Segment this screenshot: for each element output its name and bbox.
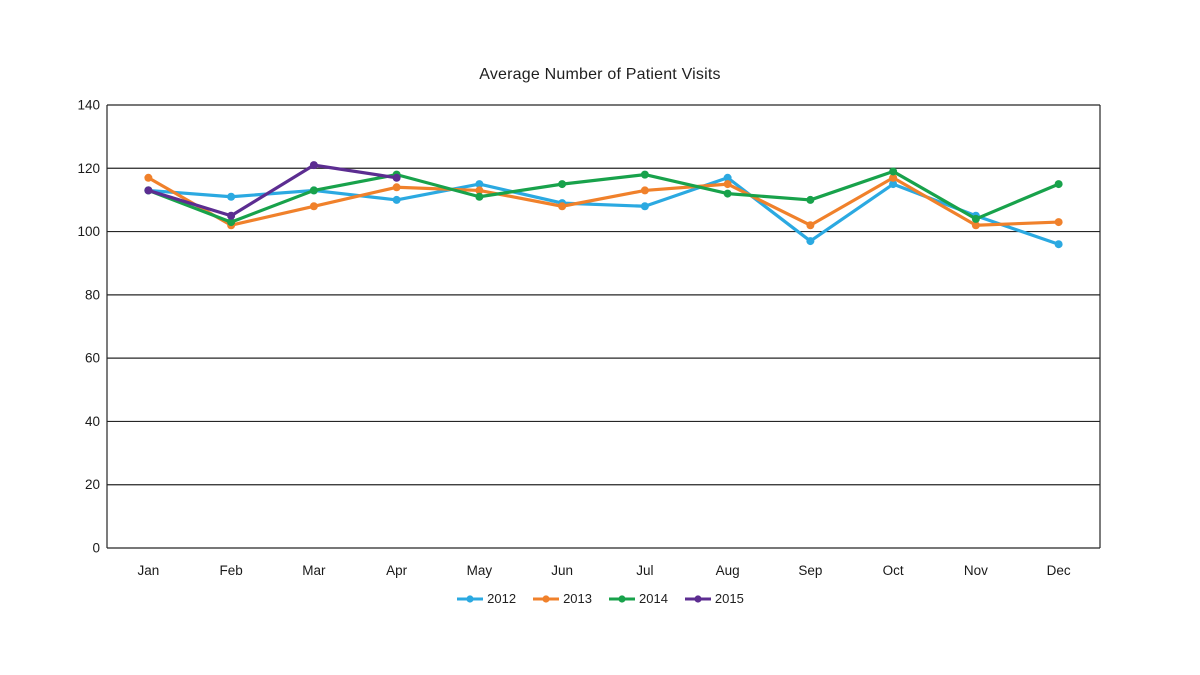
- legend-label-2014: 2014: [639, 591, 668, 606]
- data-point-2015: [392, 173, 401, 182]
- y-axis-tick-label: 40: [85, 414, 100, 429]
- data-point-2013: [309, 202, 318, 211]
- chart-title: Average Number of Patient Visits: [479, 66, 721, 83]
- x-axis-label-oct: Oct: [883, 563, 904, 578]
- data-point-2014: [558, 180, 567, 189]
- legend-dot: [618, 594, 626, 603]
- legend-label-2012: 2012: [487, 591, 517, 606]
- data-point-2014: [1054, 180, 1063, 189]
- data-point-2014: [309, 186, 318, 195]
- legend-marker-2014: [609, 594, 635, 603]
- x-axis-label-jan: Jan: [137, 563, 159, 578]
- data-point-2015: [144, 186, 153, 195]
- legend-label-2013: 2013: [563, 591, 592, 606]
- data-point-2013: [392, 183, 401, 192]
- data-point-2013: [723, 180, 732, 189]
- legend-item-2013: 2013: [532, 591, 592, 606]
- y-axis-tick-label: 0: [92, 541, 100, 556]
- data-point-2014: [723, 189, 732, 198]
- data-point-2014: [971, 214, 980, 223]
- data-point-2012: [227, 192, 236, 201]
- series-line-2013: [146, 176, 1061, 227]
- x-axis-label-mar: Mar: [302, 563, 326, 578]
- data-point-2012: [723, 173, 732, 182]
- data-point-2013: [640, 186, 649, 195]
- data-point-2013: [971, 221, 980, 230]
- data-point-2014: [475, 192, 484, 201]
- y-axis-tick-label: 60: [85, 351, 100, 366]
- y-axis-tick-label: 20: [85, 477, 100, 492]
- data-point-2013: [889, 173, 898, 182]
- data-point-2013: [144, 173, 153, 182]
- legend-item-2012: 2012: [456, 591, 516, 606]
- data-point-2015: [309, 161, 318, 170]
- data-point-2012: [475, 180, 484, 189]
- legend-label-2015: 2015: [714, 591, 744, 606]
- series-line-2014: [146, 169, 1061, 224]
- y-axis-tick-label: 80: [85, 287, 100, 302]
- legend-item-2015: 2015: [684, 591, 744, 606]
- data-point-2014: [640, 170, 649, 179]
- data-point-2015: [227, 211, 236, 220]
- legend-dot: [542, 594, 550, 603]
- legend-marker-2015: [684, 594, 711, 603]
- data-point-2012: [640, 202, 649, 211]
- legend-marker-2012: [457, 594, 484, 603]
- y-axis-tick-label: 100: [77, 224, 100, 239]
- x-axis-label-may: May: [467, 563, 493, 578]
- data-point-2012: [392, 195, 401, 204]
- legend-marker-2013: [533, 594, 560, 603]
- x-axis-label-apr: Apr: [386, 563, 408, 578]
- y-axis-tick-label: 120: [77, 161, 100, 176]
- legend-dot: [466, 594, 474, 603]
- data-point-2013: [558, 202, 567, 211]
- legend-item-2014: 2014: [608, 591, 668, 606]
- series-line-2012: [146, 176, 1061, 246]
- chart-legend: 2012 2013 2014 2015: [0, 591, 1200, 606]
- data-point-2013: [806, 221, 815, 230]
- data-point-2014: [889, 167, 898, 176]
- x-axis-label-feb: Feb: [219, 563, 242, 578]
- x-axis-label-jul: Jul: [636, 563, 653, 578]
- data-point-2014: [806, 195, 815, 204]
- x-axis-label-dec: Dec: [1047, 563, 1071, 578]
- data-point-2013: [475, 186, 484, 195]
- data-point-2012: [889, 180, 898, 189]
- x-axis-label-nov: Nov: [964, 563, 988, 578]
- data-point-2012: [806, 237, 815, 246]
- data-point-2012: [1054, 240, 1063, 249]
- x-axis-label-aug: Aug: [716, 563, 740, 578]
- y-axis-tick-label: 140: [77, 98, 100, 113]
- legend-dot: [694, 594, 702, 603]
- x-axis-label-jun: Jun: [551, 563, 573, 578]
- data-point-2014: [227, 218, 236, 227]
- series-line-2015: [146, 163, 399, 218]
- x-axis-label-sep: Sep: [798, 563, 822, 578]
- data-point-2013: [1054, 218, 1063, 227]
